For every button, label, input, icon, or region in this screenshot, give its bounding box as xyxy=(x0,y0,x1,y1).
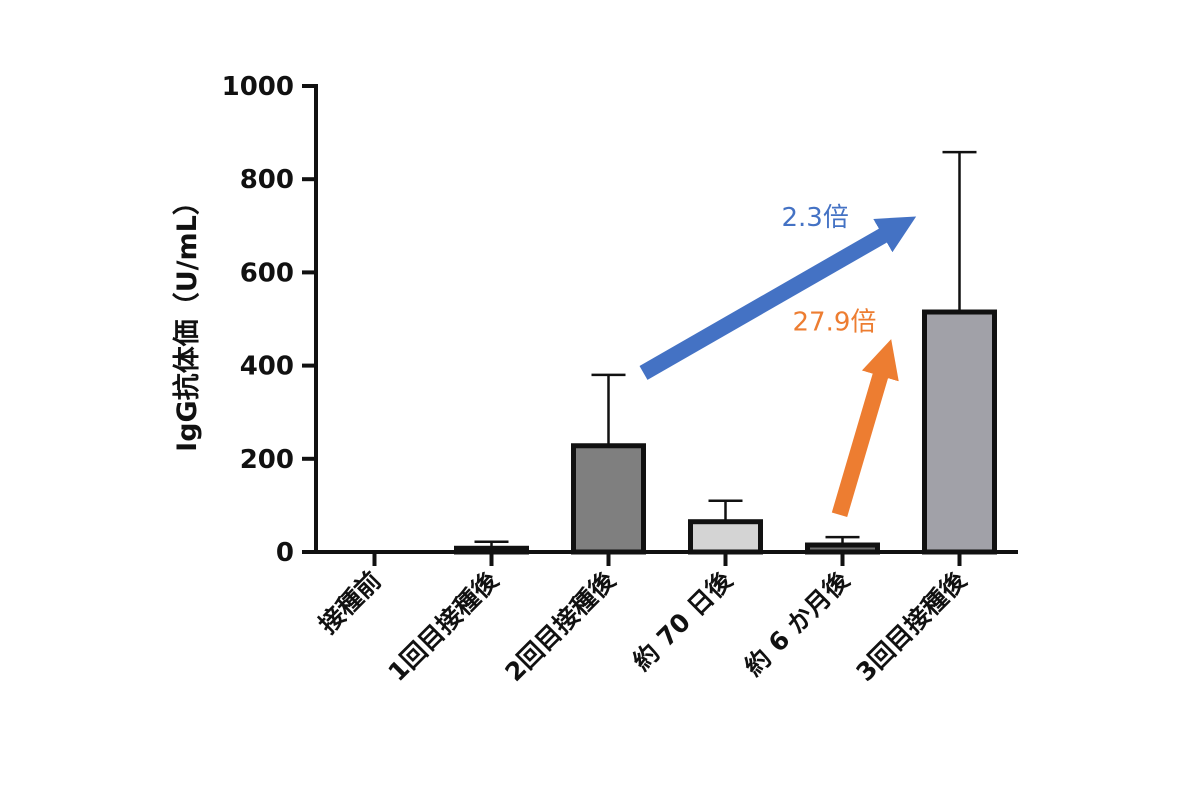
bar xyxy=(922,309,997,555)
annotations: 2.3倍 27.9倍 xyxy=(639,203,917,517)
x-tick-label: 約 70 日後 xyxy=(627,565,738,676)
y-tick-label: 0 xyxy=(276,538,294,568)
y-tick-label: 1000 xyxy=(222,72,294,102)
x-tick-label: 約 6 か月後 xyxy=(739,565,856,682)
y-axis-label: IgG抗体価（U/mL） xyxy=(171,188,203,452)
y-axis: 0 200 400 600 800 1000 xyxy=(222,72,318,568)
bars xyxy=(454,309,997,555)
annotation-label-orange: 27.9倍 xyxy=(793,308,877,338)
annotation-arrow-blue xyxy=(639,216,917,380)
x-axis: 接種前1回目接種後2回目接種後約 70 日後約 6 か月後3回目接種後 xyxy=(313,550,1018,687)
y-tick-label: 600 xyxy=(240,258,294,288)
annotation-arrow-orange xyxy=(831,339,899,517)
bar xyxy=(454,545,529,555)
x-tick-label: 3回目接種後 xyxy=(851,565,973,687)
error-bars xyxy=(474,150,977,549)
bar xyxy=(688,519,763,555)
x-tick-label: 接種前 xyxy=(313,566,387,640)
y-tick-label: 400 xyxy=(240,352,294,382)
x-tick-label: 2回目接種後 xyxy=(500,565,622,687)
y-tick-label: 200 xyxy=(240,445,294,475)
x-tick-label: 1回目接種後 xyxy=(383,565,505,687)
bar xyxy=(571,443,646,555)
y-tick-label: 800 xyxy=(240,165,294,195)
bar xyxy=(805,542,880,555)
annotation-label-blue: 2.3倍 xyxy=(782,203,849,233)
